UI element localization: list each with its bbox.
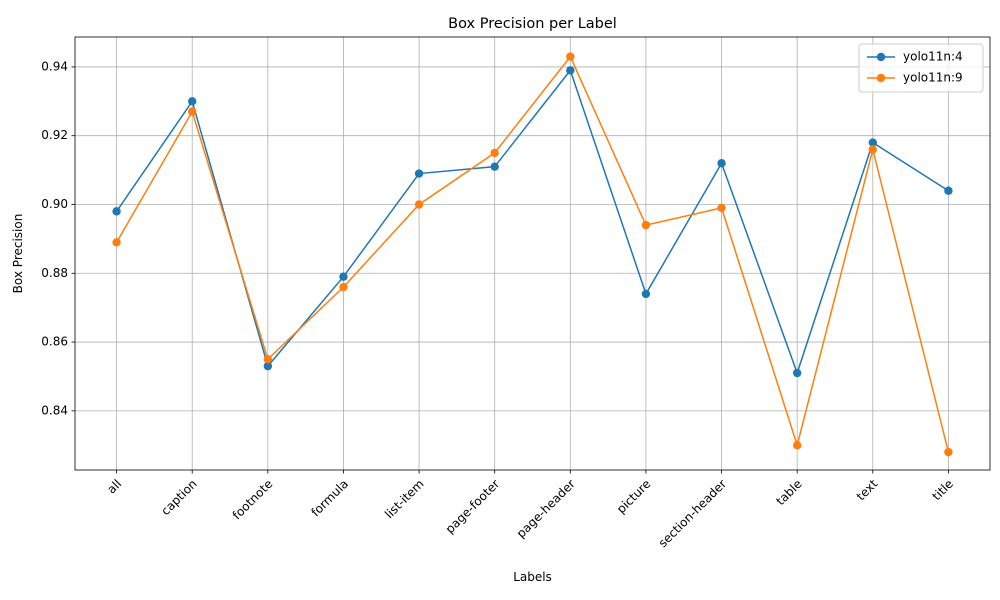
- y-tick-label: 0.90: [41, 197, 68, 211]
- data-point: [868, 145, 877, 154]
- data-point: [944, 186, 953, 195]
- data-point: [490, 148, 499, 158]
- data-point: [944, 447, 953, 457]
- plot-frame: [74, 36, 991, 471]
- legend-marker: [876, 52, 886, 62]
- data-point: [868, 138, 877, 147]
- series-layer: [112, 52, 953, 457]
- x-axis-label: Labels: [513, 570, 552, 584]
- series-line: [115, 68, 949, 376]
- grid-lines: [75, 37, 990, 470]
- data-point: [339, 282, 348, 292]
- data-point: [717, 159, 726, 168]
- legend-label: yolo11n:4: [903, 50, 963, 64]
- data-point: [566, 66, 575, 75]
- series-0: [112, 66, 953, 378]
- data-point: [641, 220, 651, 230]
- y-tick-label: 0.92: [41, 128, 68, 142]
- data-point: [188, 107, 197, 116]
- data-point: [188, 97, 197, 106]
- data-point: [566, 52, 575, 61]
- data-point: [792, 441, 802, 450]
- series-line: [115, 55, 950, 453]
- chart-title: Box Precision per Label: [448, 16, 617, 32]
- y-tick-label: 0.88: [41, 266, 68, 280]
- data-point: [414, 200, 424, 209]
- data-point: [490, 162, 499, 171]
- data-point: [112, 207, 121, 216]
- data-point: [263, 355, 273, 364]
- legend-marker: [876, 73, 886, 83]
- legend: yolo11n:4 yolo11n:9: [858, 43, 984, 93]
- data-point: [414, 169, 424, 178]
- legend-box: [858, 43, 984, 93]
- data-point: [641, 289, 651, 299]
- y-tick-label: 0.94: [41, 59, 68, 73]
- y-tick-label: 0.86: [41, 335, 68, 349]
- series-1: [112, 52, 953, 457]
- data-point: [792, 368, 802, 378]
- data-point: [263, 361, 273, 371]
- y-axis-label: Box Precision: [11, 214, 25, 294]
- y-tick-label: 0.84: [41, 403, 68, 417]
- legend-item: yolo11n:9: [867, 71, 963, 85]
- legend-item: yolo11n:4: [867, 50, 963, 64]
- data-point: [339, 272, 348, 281]
- data-point: [112, 238, 121, 247]
- data-point: [717, 203, 726, 213]
- legend-label: yolo11n:9: [903, 71, 963, 85]
